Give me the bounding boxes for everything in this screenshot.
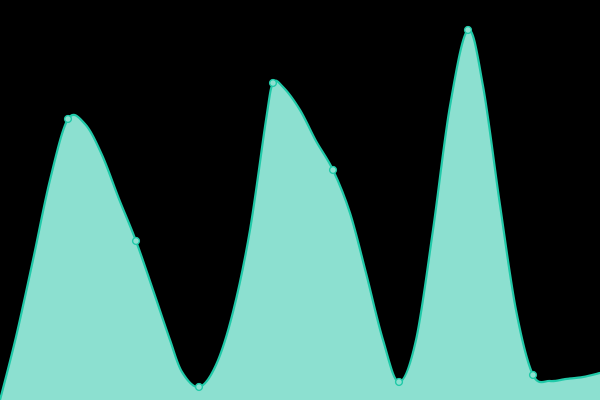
area-fill-path [0, 29, 600, 400]
data-point-marker[interactable] [63, 114, 73, 124]
data-point-marker[interactable] [328, 165, 338, 175]
data-point-marker[interactable] [528, 370, 538, 380]
data-point-marker[interactable] [131, 236, 141, 246]
data-point-marker[interactable] [463, 25, 473, 35]
series-line-path [0, 28, 600, 400]
data-point-marker[interactable] [194, 382, 204, 392]
data-point-markers [63, 25, 538, 392]
data-point-marker[interactable] [268, 78, 278, 88]
chart-area-group [0, 25, 600, 400]
data-point-marker[interactable] [394, 377, 404, 387]
